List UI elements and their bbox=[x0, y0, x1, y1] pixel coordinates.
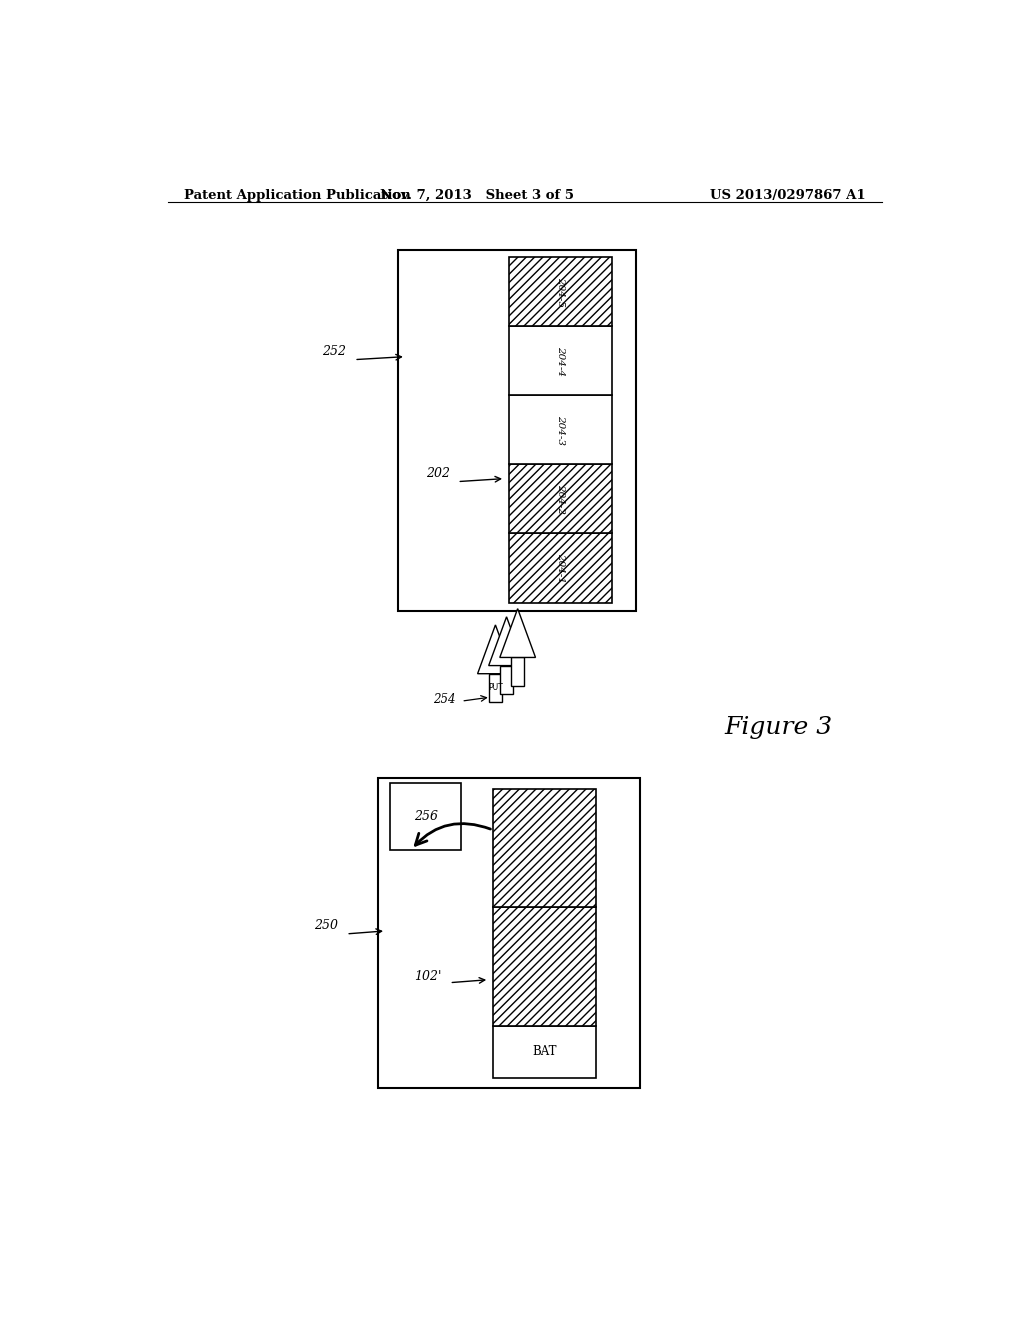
Text: 102': 102' bbox=[414, 970, 441, 983]
Bar bbox=[509, 326, 612, 395]
Text: 204-1: 204-1 bbox=[556, 553, 565, 583]
Bar bbox=[494, 907, 596, 1026]
Bar bbox=[390, 784, 462, 850]
Text: Nov. 7, 2013   Sheet 3 of 5: Nov. 7, 2013 Sheet 3 of 5 bbox=[380, 189, 574, 202]
Text: 204-2: 204-2 bbox=[556, 484, 565, 513]
Text: 202: 202 bbox=[426, 467, 450, 480]
Text: PUT: PUT bbox=[488, 684, 503, 693]
Bar bbox=[509, 465, 612, 533]
Text: Figure 3: Figure 3 bbox=[725, 715, 833, 739]
Bar bbox=[511, 657, 524, 686]
Bar bbox=[494, 1026, 596, 1078]
Text: 204-3: 204-3 bbox=[556, 414, 565, 445]
Text: 204-4: 204-4 bbox=[556, 346, 565, 376]
Bar bbox=[509, 533, 612, 602]
Polygon shape bbox=[488, 616, 524, 665]
Polygon shape bbox=[500, 609, 536, 657]
Bar bbox=[509, 465, 612, 533]
Text: 204-5: 204-5 bbox=[556, 277, 565, 306]
Text: BAT: BAT bbox=[532, 1045, 557, 1059]
Bar bbox=[489, 673, 502, 702]
Text: 250: 250 bbox=[314, 919, 339, 932]
Bar bbox=[494, 907, 596, 1026]
Bar bbox=[494, 788, 596, 907]
Bar bbox=[509, 257, 612, 326]
Bar bbox=[378, 779, 640, 1089]
Text: Patent Application Publication: Patent Application Publication bbox=[183, 189, 411, 202]
Text: US 2013/0297867 A1: US 2013/0297867 A1 bbox=[711, 189, 866, 202]
Bar bbox=[509, 257, 612, 326]
Bar bbox=[500, 665, 513, 694]
Bar bbox=[509, 533, 612, 602]
Polygon shape bbox=[477, 624, 513, 673]
Text: 252: 252 bbox=[323, 345, 346, 358]
Text: 256: 256 bbox=[414, 810, 437, 822]
Bar bbox=[509, 395, 612, 465]
Bar bbox=[494, 788, 596, 907]
Text: 254: 254 bbox=[433, 693, 456, 706]
Bar bbox=[397, 249, 636, 611]
